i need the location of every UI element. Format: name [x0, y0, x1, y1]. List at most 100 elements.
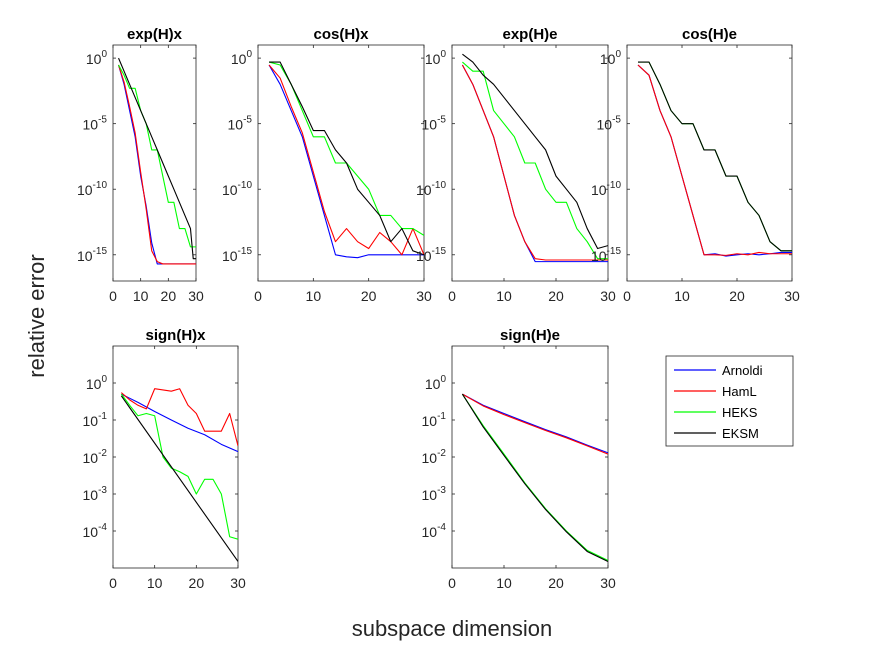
- x-tick-label: 0: [448, 288, 456, 304]
- y-tick-label: 10-4: [422, 522, 447, 540]
- series-line-eksm: [638, 61, 792, 252]
- x-tick-label: 20: [361, 288, 377, 304]
- series-line-haml: [461, 64, 608, 261]
- series-line-arnoldi: [268, 64, 424, 259]
- series-lines: [118, 57, 196, 265]
- legend: Arnoldi HamL HEKS EKSM: [665, 355, 794, 447]
- panel-cos-h-e: cos(H)e 0 10 20 30 100 10-5 10-10 10-15: [591, 26, 800, 304]
- series-lines: [461, 53, 608, 263]
- y-tick-label: 100: [425, 374, 447, 392]
- panel-title: exp(H)e: [502, 26, 557, 43]
- y-tick-label: 100: [425, 49, 447, 67]
- y-tick-label: 100: [86, 374, 108, 392]
- series-line-haml: [462, 393, 608, 455]
- y-tick-label: 100: [600, 49, 622, 67]
- x-tick-label: 20: [548, 288, 564, 304]
- x-tick-label: 0: [109, 575, 117, 591]
- panel-exp-h-x: exp(H)x 0 10 20 30 100 10-5 10-10 10-15: [77, 26, 204, 304]
- legend-item-eksm: EKSM: [674, 426, 759, 441]
- y-tick-label: 10-10: [591, 180, 621, 198]
- panel-cos-h-x: cos(H)x 0 10 20 30 100 10-5 10-10 10-15: [222, 26, 432, 304]
- series-lines: [637, 61, 792, 257]
- y-tick-label: 10-10: [77, 180, 107, 198]
- figure-xlabel: subspace dimension: [352, 616, 553, 641]
- y-tick-label: 10-15: [222, 246, 252, 264]
- y-tick-label: 10-5: [228, 115, 253, 133]
- y-tick-label: 10-15: [77, 246, 107, 264]
- x-tick-label: 10: [306, 288, 322, 304]
- series-line-arnoldi: [121, 393, 238, 453]
- y-tick-label: 10-1: [422, 411, 447, 429]
- x-tick-label: 30: [416, 288, 432, 304]
- axes-box: [626, 44, 793, 282]
- y-tick-label: 10-3: [422, 485, 447, 503]
- y-tick-label: 10-5: [83, 115, 108, 133]
- series-line-eksm: [120, 395, 238, 562]
- y-tick-label: 10-2: [83, 448, 108, 466]
- y-tick-label: 10-10: [416, 180, 446, 198]
- x-tick-label: 0: [254, 288, 262, 304]
- legend-item-heks: HEKS: [674, 405, 758, 420]
- axes-box: [112, 44, 197, 282]
- y-tick-label: 10-2: [422, 448, 447, 466]
- series-line-eksm: [462, 53, 608, 250]
- x-tick-label: 30: [600, 288, 616, 304]
- legend-item-haml: HamL: [674, 384, 757, 399]
- x-tick-label: 30: [784, 288, 800, 304]
- series-lines: [268, 61, 424, 259]
- panel-title: sign(H)e: [500, 327, 560, 344]
- legend-label: EKSM: [722, 426, 759, 441]
- series-lines: [120, 388, 238, 562]
- x-tick-label: 10: [133, 288, 149, 304]
- y-tick-label: 100: [231, 49, 253, 67]
- panel-title: cos(H)x: [313, 26, 369, 43]
- panel-sign-h-e: sign(H)e 0 10 20 30 100 10-1 10-2 10-3 10-4: [422, 327, 616, 591]
- x-tick-label: 30: [230, 575, 246, 591]
- series-line-heks: [120, 393, 238, 540]
- x-tick-label: 0: [109, 288, 117, 304]
- series-line-haml: [120, 388, 238, 446]
- series-line-haml: [637, 64, 792, 256]
- y-tick-label: 10-5: [422, 115, 447, 133]
- x-tick-label: 0: [623, 288, 631, 304]
- legend-item-arnoldi: Arnoldi: [674, 363, 763, 378]
- x-tick-label: 20: [548, 575, 564, 591]
- series-line-heks: [462, 61, 608, 260]
- series-line-arnoldi: [462, 393, 608, 454]
- figure-ylabel: relative error: [24, 254, 49, 377]
- panel-exp-h-e: exp(H)e 0 10 20 30 100 10-5 10-10 10-15: [416, 26, 616, 304]
- legend-box: [665, 355, 794, 447]
- panel-title: sign(H)x: [146, 327, 207, 344]
- x-tick-label: 20: [729, 288, 745, 304]
- x-tick-label: 30: [600, 575, 616, 591]
- legend-label: HamL: [722, 384, 757, 399]
- y-tick-label: 10-15: [416, 246, 446, 264]
- panel-title: exp(H)x: [127, 26, 183, 43]
- x-tick-label: 10: [147, 575, 163, 591]
- series-line-haml: [268, 64, 424, 256]
- series-lines: [461, 393, 608, 562]
- series-line-eksm: [269, 61, 424, 256]
- y-tick-label: 10-5: [597, 115, 622, 133]
- x-tick-label: 30: [188, 288, 204, 304]
- series-line-eksm: [461, 393, 608, 562]
- x-tick-label: 10: [496, 575, 512, 591]
- axes-box: [451, 345, 609, 569]
- legend-label: Arnoldi: [722, 363, 763, 378]
- panel-sign-h-x: sign(H)x 0 10 20 30 100 10-1 10-2 10-3 10-4: [83, 327, 246, 591]
- x-tick-label: 10: [496, 288, 512, 304]
- x-tick-label: 0: [448, 575, 456, 591]
- y-tick-label: 10-15: [591, 246, 621, 264]
- y-tick-label: 10-4: [83, 522, 108, 540]
- y-tick-label: 100: [86, 49, 108, 67]
- y-tick-label: 10-1: [83, 411, 108, 429]
- series-line-eksm: [118, 57, 196, 260]
- series-line-haml: [118, 64, 196, 265]
- x-tick-label: 20: [189, 575, 205, 591]
- x-tick-label: 10: [674, 288, 690, 304]
- y-tick-label: 10-3: [83, 485, 108, 503]
- x-tick-label: 20: [161, 288, 177, 304]
- y-tick-label: 10-10: [222, 180, 252, 198]
